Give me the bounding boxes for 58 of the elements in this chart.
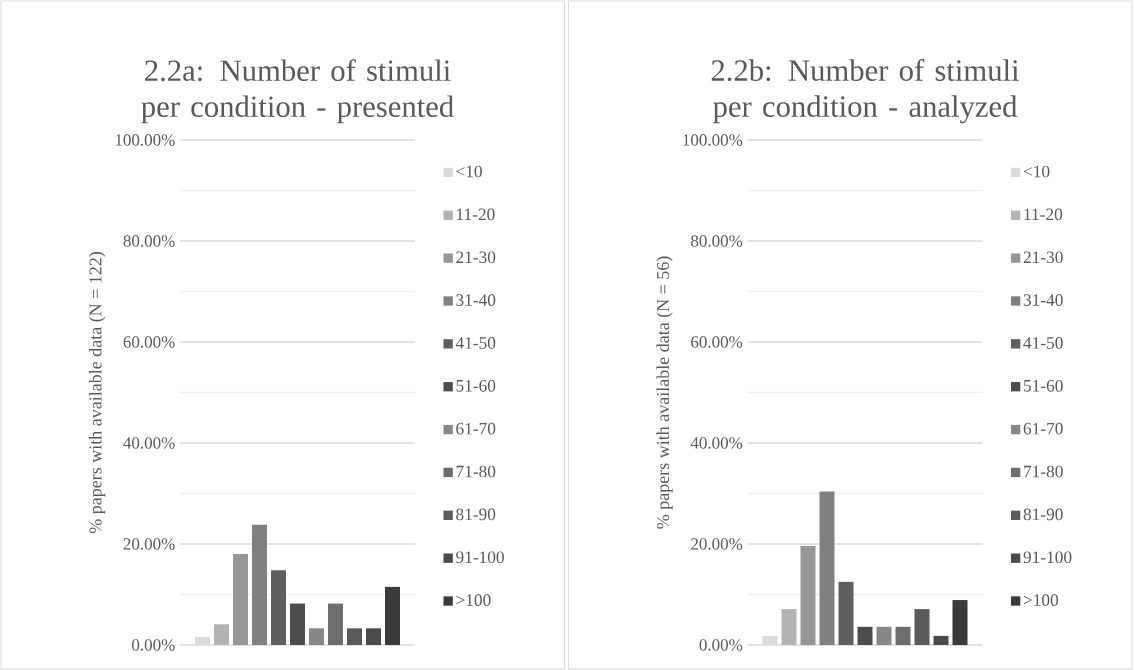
legend-label: 31-40 — [1023, 294, 1063, 306]
bar — [781, 609, 797, 645]
y-axis-title: % papers with available data (N = 56) — [656, 256, 673, 529]
legend-label: >100 — [456, 594, 491, 606]
y-tick-label: 20.00% — [691, 538, 743, 550]
legend-label: 11-20 — [1024, 208, 1063, 221]
bar — [800, 546, 816, 645]
bar — [952, 600, 968, 645]
y-tick-label: 40.00% — [690, 437, 743, 449]
bar — [933, 635, 949, 645]
legend-label: 21-30 — [1023, 251, 1063, 264]
legend-label: 51-60 — [456, 379, 496, 392]
legend-label: 31-40 — [456, 294, 496, 306]
bar — [385, 586, 401, 645]
bar — [895, 626, 911, 645]
legend-label: <10 — [1023, 165, 1050, 178]
legend-label: 11-20 — [457, 208, 495, 221]
legend-label: 71-80 — [456, 465, 496, 478]
bar — [290, 603, 306, 645]
bar — [271, 570, 287, 645]
y-tick-label: 40.00% — [123, 437, 175, 449]
bar — [876, 626, 892, 645]
legend-label: 61-70 — [1023, 422, 1063, 435]
bar — [309, 628, 325, 645]
y-tick-label: 80.00% — [691, 235, 743, 247]
bar — [914, 609, 930, 645]
legend-label: 81-90 — [1023, 508, 1063, 521]
legend-label: 51-60 — [1023, 379, 1063, 392]
bar — [328, 603, 344, 645]
legend-label: 21-30 — [456, 251, 496, 264]
y-tick-label: 100.00% — [115, 134, 175, 146]
legend-label: 41-50 — [455, 337, 496, 349]
y-tick-label: 0.00% — [132, 639, 175, 651]
bar — [857, 626, 873, 645]
bar — [233, 554, 249, 645]
y-tick-label: 60.00% — [691, 336, 743, 348]
chart-title: 2.2b: Number of stimuli per condition - analyzed — [711, 59, 1020, 124]
bar — [252, 524, 268, 645]
y-axis-title: % papers with available data (N = 122) — [88, 251, 106, 534]
legend-label: 81-90 — [456, 508, 496, 521]
legend-label: 91-100 — [1023, 551, 1072, 564]
bar — [838, 581, 854, 645]
legend-label: 61-70 — [456, 422, 496, 435]
y-tick-label: 0.00% — [699, 639, 743, 651]
legend-label: 41-50 — [1023, 337, 1063, 349]
y-tick-label: 20.00% — [123, 538, 175, 550]
bar — [347, 628, 363, 645]
legend-label: <10 — [456, 165, 482, 178]
y-tick-label: 100.00% — [683, 134, 743, 146]
y-tick-label: 80.00% — [123, 235, 175, 247]
legend-label: 91-100 — [456, 551, 504, 564]
legend-label: 71-80 — [1024, 465, 1063, 478]
bar — [366, 628, 382, 645]
y-tick-label: 60.00% — [123, 336, 175, 348]
legend-label: >100 — [1023, 594, 1059, 606]
bar — [214, 624, 230, 645]
chart-title: 2.2a: Number of stimuli per condition - presented — [141, 59, 454, 124]
bar — [819, 491, 835, 645]
